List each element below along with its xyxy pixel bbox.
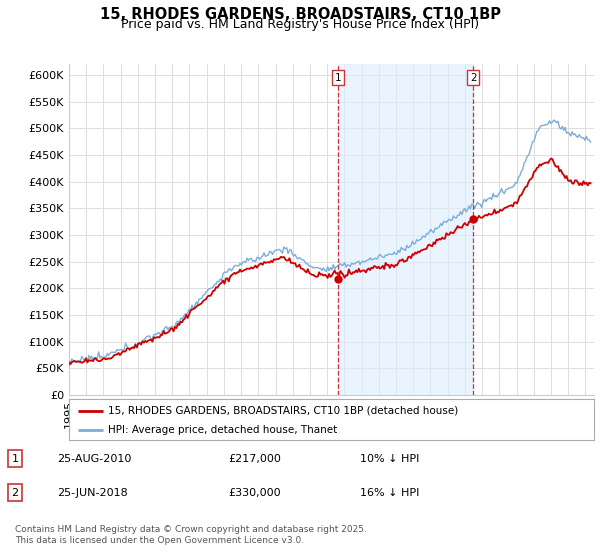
- Text: 16% ↓ HPI: 16% ↓ HPI: [360, 488, 419, 498]
- Text: 15, RHODES GARDENS, BROADSTAIRS, CT10 1BP: 15, RHODES GARDENS, BROADSTAIRS, CT10 1B…: [100, 7, 500, 22]
- Text: 1: 1: [335, 73, 341, 83]
- Text: £330,000: £330,000: [228, 488, 281, 498]
- Text: 25-JUN-2018: 25-JUN-2018: [57, 488, 128, 498]
- Text: £217,000: £217,000: [228, 454, 281, 464]
- Bar: [338, 64, 473, 395]
- Text: 10% ↓ HPI: 10% ↓ HPI: [360, 454, 419, 464]
- Text: 2: 2: [470, 73, 476, 83]
- Text: 2: 2: [11, 488, 19, 498]
- Text: 25-AUG-2010: 25-AUG-2010: [57, 454, 131, 464]
- Text: HPI: Average price, detached house, Thanet: HPI: Average price, detached house, Than…: [109, 424, 338, 435]
- Text: Price paid vs. HM Land Registry's House Price Index (HPI): Price paid vs. HM Land Registry's House …: [121, 18, 479, 31]
- Text: Contains HM Land Registry data © Crown copyright and database right 2025.
This d: Contains HM Land Registry data © Crown c…: [15, 525, 367, 545]
- Text: 1: 1: [11, 454, 19, 464]
- Text: 15, RHODES GARDENS, BROADSTAIRS, CT10 1BP (detached house): 15, RHODES GARDENS, BROADSTAIRS, CT10 1B…: [109, 405, 458, 416]
